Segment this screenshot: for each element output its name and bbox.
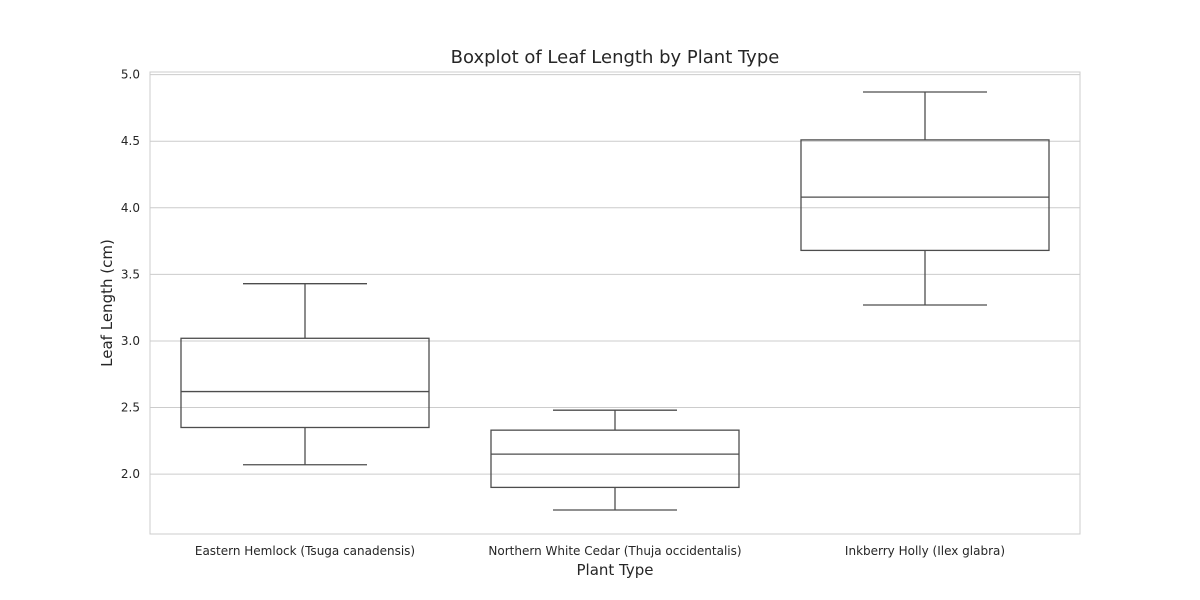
x-tick-label: Eastern Hemlock (Tsuga canadensis) [195,544,415,558]
y-axis-label: Leaf Length (cm) [98,239,116,367]
y-tick-label: 3.5 [121,267,140,281]
x-tick-label: Inkberry Holly (Ilex glabra) [845,544,1005,558]
box-1 [180,283,430,466]
x-tick-labels: Eastern Hemlock (Tsuga canadensis) Northe… [195,544,1005,558]
x-tick-label: Northern White Cedar (Thuja occidentalis… [488,544,741,558]
y-tick-labels: 2.0 2.5 3.0 3.5 4.0 4.5 5.0 [121,68,140,481]
boxes [180,91,1050,511]
y-tick-label: 4.5 [121,134,140,148]
y-tick-label: 2.0 [121,467,140,481]
y-tick-label: 3.0 [121,334,140,348]
box-2 [490,409,740,511]
chart-title: Boxplot of Leaf Length by Plant Type [451,47,780,68]
x-axis-label: Plant Type [576,561,653,579]
iqr-box [180,337,430,429]
plot-area-frame [149,71,1081,535]
iqr-box [800,139,1050,252]
grid [150,74,1080,475]
y-tick-label: 4.0 [121,201,140,215]
y-tick-label: 2.5 [121,401,140,415]
iqr-box [490,429,740,489]
y-tick-label: 5.0 [121,68,140,82]
box-3 [800,91,1050,306]
